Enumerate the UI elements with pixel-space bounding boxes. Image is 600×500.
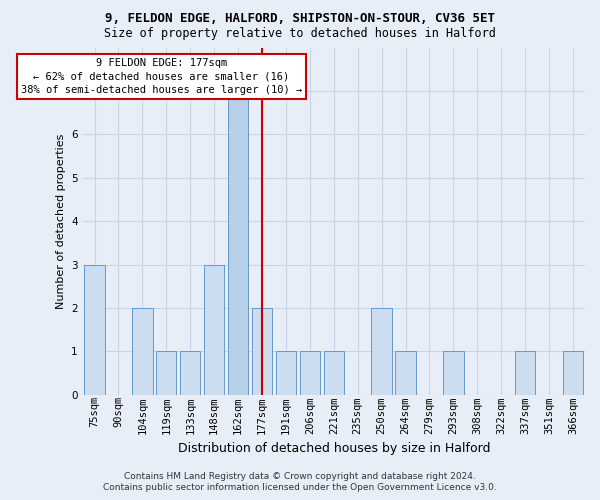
X-axis label: Distribution of detached houses by size in Halford: Distribution of detached houses by size … — [178, 442, 490, 455]
Bar — [276, 352, 296, 395]
Bar — [371, 308, 392, 395]
Bar — [252, 308, 272, 395]
Bar — [395, 352, 416, 395]
Bar — [204, 264, 224, 395]
Text: Size of property relative to detached houses in Halford: Size of property relative to detached ho… — [104, 28, 496, 40]
Bar — [156, 352, 176, 395]
Bar — [443, 352, 464, 395]
Bar — [180, 352, 200, 395]
Text: 9, FELDON EDGE, HALFORD, SHIPSTON-ON-STOUR, CV36 5ET: 9, FELDON EDGE, HALFORD, SHIPSTON-ON-STO… — [105, 12, 495, 26]
Y-axis label: Number of detached properties: Number of detached properties — [56, 134, 65, 309]
Bar — [323, 352, 344, 395]
Bar — [563, 352, 583, 395]
Text: 9 FELDON EDGE: 177sqm
← 62% of detached houses are smaller (16)
38% of semi-deta: 9 FELDON EDGE: 177sqm ← 62% of detached … — [21, 58, 302, 95]
Bar — [228, 91, 248, 395]
Bar — [85, 264, 104, 395]
Bar — [299, 352, 320, 395]
Bar — [515, 352, 535, 395]
Bar — [132, 308, 152, 395]
Text: Contains HM Land Registry data © Crown copyright and database right 2024.
Contai: Contains HM Land Registry data © Crown c… — [103, 472, 497, 492]
